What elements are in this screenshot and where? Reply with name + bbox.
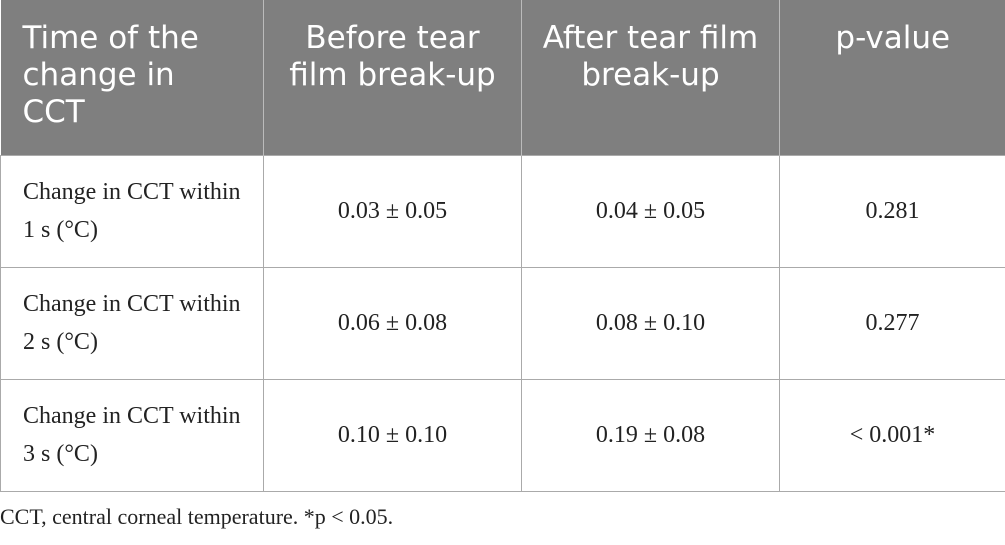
data-cell: 0.277 xyxy=(779,266,1005,380)
table-row: Change in CCT within 2 s (°C) 0.06 ± 0.08… xyxy=(0,266,1005,380)
row-label: Change in CCT within 2 s (°C) xyxy=(0,266,264,380)
footnote: CCT, central corneal temperature. *p < 0… xyxy=(0,504,394,529)
header-cell: Time of the change in CCT xyxy=(0,0,264,155)
data-cell: 0.06 ± 0.08 xyxy=(263,266,522,380)
table-body: Change in CCT within 1 s (°C) 0.03 ± 0.05… xyxy=(0,154,1005,492)
data-cell: 0.03 ± 0.05 xyxy=(263,154,522,268)
data-cell: 0.04 ± 0.05 xyxy=(521,154,780,268)
table-row: Change in CCT within 3 s (°C) 0.10 ± 0.10… xyxy=(0,378,1005,492)
data-cell: 0.19 ± 0.08 xyxy=(521,378,780,492)
row-label: Change in CCT within 1 s (°C) xyxy=(0,154,264,268)
table-row: Change in CCT within 1 s (°C) 0.03 ± 0.05… xyxy=(0,154,1005,268)
data-table: Time of the change in CCT Before tear fi… xyxy=(0,0,1005,492)
header-cell: After tear film break-up xyxy=(521,0,780,155)
data-cell: < 0.001* xyxy=(779,378,1005,492)
data-cell: 0.281 xyxy=(779,154,1005,268)
header-row: Time of the change in CCT Before tear fi… xyxy=(0,0,1005,155)
data-cell: 0.08 ± 0.10 xyxy=(521,266,780,380)
row-label: Change in CCT within 3 s (°C) xyxy=(0,378,264,492)
header-cell: p-value xyxy=(779,0,1005,155)
header-cell: Before tear film break-up xyxy=(263,0,522,155)
data-cell: 0.10 ± 0.10 xyxy=(263,378,522,492)
